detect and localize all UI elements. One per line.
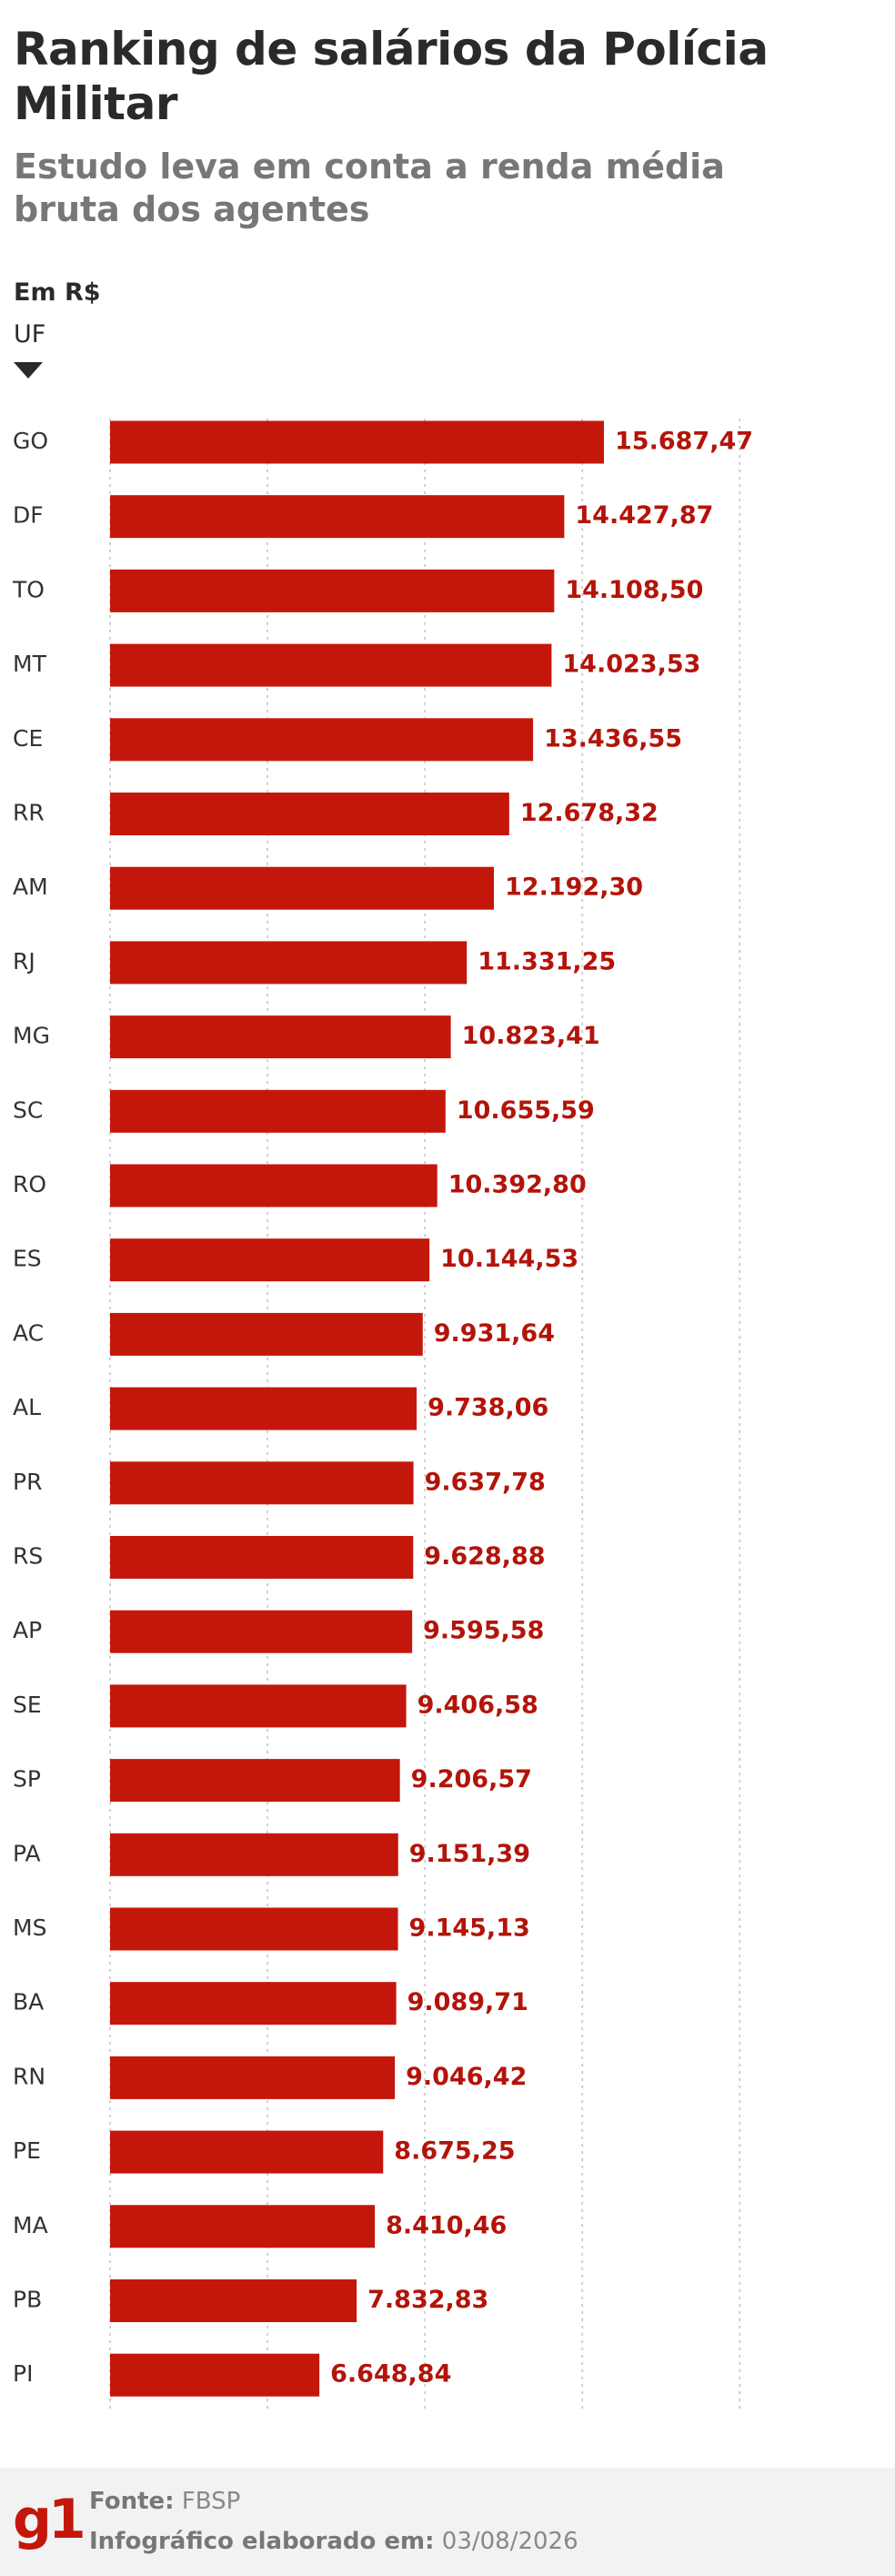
value-label: 9.931,64 xyxy=(434,1319,555,1348)
category-label: AC xyxy=(13,1319,44,1346)
category-label: RR xyxy=(13,800,45,826)
bar xyxy=(110,1610,413,1653)
value-label: 14.023,53 xyxy=(562,651,700,679)
bar xyxy=(110,569,555,612)
bar xyxy=(110,2056,396,2099)
value-label: 14.427,87 xyxy=(575,501,713,530)
category-label: RJ xyxy=(13,948,35,975)
category-label: PA xyxy=(13,1840,41,1866)
bar xyxy=(110,1238,430,1282)
footer: g1 Fonte: FBSP Infográfico elaborado em:… xyxy=(0,2468,895,2576)
bar xyxy=(110,495,565,539)
source-line: Fonte: FBSP xyxy=(89,2488,240,2515)
value-label: 15.687,47 xyxy=(615,428,753,456)
category-label: MS xyxy=(13,1914,46,1941)
category-header: UF xyxy=(14,320,46,349)
value-label: 10.655,59 xyxy=(457,1096,595,1125)
category-label: PB xyxy=(13,2287,42,2313)
category-label: DF xyxy=(13,502,44,529)
category-label: PR xyxy=(13,1469,42,1495)
bar xyxy=(110,1684,407,1728)
value-label: 10.392,80 xyxy=(448,1171,587,1199)
source-label: Fonte: xyxy=(89,2488,175,2515)
bar xyxy=(110,1312,423,1356)
category-label: RS xyxy=(13,1543,43,1570)
bar xyxy=(110,941,468,985)
value-label: 13.436,55 xyxy=(544,724,682,753)
g1-logo: g1 xyxy=(13,2488,86,2551)
value-label: 9.628,88 xyxy=(424,1542,545,1571)
value-label: 12.678,32 xyxy=(520,799,659,827)
bar xyxy=(110,2279,357,2322)
bar xyxy=(110,866,495,910)
category-label: GO xyxy=(13,428,48,454)
category-label: MG xyxy=(13,1023,50,1049)
category-label: TO xyxy=(12,576,45,602)
value-label: 10.144,53 xyxy=(440,1245,578,1273)
value-label: 9.089,71 xyxy=(407,1988,528,2016)
category-label: RN xyxy=(13,2063,45,2089)
value-label: 8.675,25 xyxy=(394,2137,515,2166)
bar xyxy=(110,420,604,464)
value-label: 9.206,57 xyxy=(411,1765,532,1793)
bar xyxy=(110,2353,320,2397)
bar xyxy=(110,1833,398,1876)
bar xyxy=(110,1164,437,1207)
category-label: CE xyxy=(13,725,43,752)
category-label: MA xyxy=(13,2212,48,2238)
category-label: SE xyxy=(13,1692,42,1718)
bar xyxy=(110,1089,446,1133)
value-label: 6.648,84 xyxy=(330,2360,451,2389)
value-label: 12.192,30 xyxy=(505,874,643,902)
value-label: 14.108,50 xyxy=(565,576,703,604)
value-label: 11.331,25 xyxy=(478,947,616,975)
value-label: 9.046,42 xyxy=(406,2063,527,2091)
bar xyxy=(110,1536,414,1579)
category-label: AP xyxy=(13,1617,42,1643)
value-label: 7.832,83 xyxy=(367,2286,488,2314)
date-value: 03/08/2026 xyxy=(441,2528,578,2555)
category-label: RO xyxy=(13,1171,46,1197)
chart-title: Ranking de salários da Polícia Militar xyxy=(14,23,769,130)
category-label: AL xyxy=(13,1394,41,1420)
bar xyxy=(110,2205,376,2248)
value-label: 9.595,58 xyxy=(423,1617,544,1645)
value-label: 9.637,78 xyxy=(425,1468,546,1496)
bar xyxy=(110,1759,400,1803)
bar xyxy=(110,2130,384,2174)
value-label: 8.410,46 xyxy=(386,2211,507,2239)
value-label: 9.406,58 xyxy=(417,1691,538,1719)
bar xyxy=(110,718,534,762)
category-label: SP xyxy=(13,1766,41,1793)
category-label: AM xyxy=(13,874,48,900)
bar xyxy=(110,1907,398,1951)
category-label: PE xyxy=(13,2137,41,2164)
bar xyxy=(110,643,552,687)
category-label: PI xyxy=(13,2360,33,2387)
sort-arrow-icon xyxy=(14,362,43,379)
value-label: 9.738,06 xyxy=(427,1394,548,1422)
category-label: BA xyxy=(13,1989,44,2015)
bar xyxy=(110,1461,414,1505)
category-label: ES xyxy=(13,1246,42,1272)
bar-chart: GO 15.687,47 DF 14.427,87 TO 14.108,50 MT 14.02… xyxy=(12,419,753,2411)
category-label: MT xyxy=(13,651,47,677)
date-label: Infográfico elaborado em: xyxy=(89,2528,435,2555)
value-label: 9.145,13 xyxy=(409,1914,530,1943)
date-line: Infográfico elaborado em: 03/08/2026 xyxy=(89,2528,578,2555)
unit-label: Em R$ xyxy=(14,278,101,307)
bar xyxy=(110,1015,451,1059)
bar xyxy=(110,1982,397,2025)
category-label: SC xyxy=(13,1096,43,1123)
bar xyxy=(110,1387,417,1430)
value-label: 10.823,41 xyxy=(462,1022,600,1050)
chart-subtitle: Estudo leva em conta a renda média bruta… xyxy=(14,146,725,229)
source-value: FBSP xyxy=(181,2488,241,2515)
value-label: 9.151,39 xyxy=(409,1840,530,1868)
bar xyxy=(110,793,509,835)
